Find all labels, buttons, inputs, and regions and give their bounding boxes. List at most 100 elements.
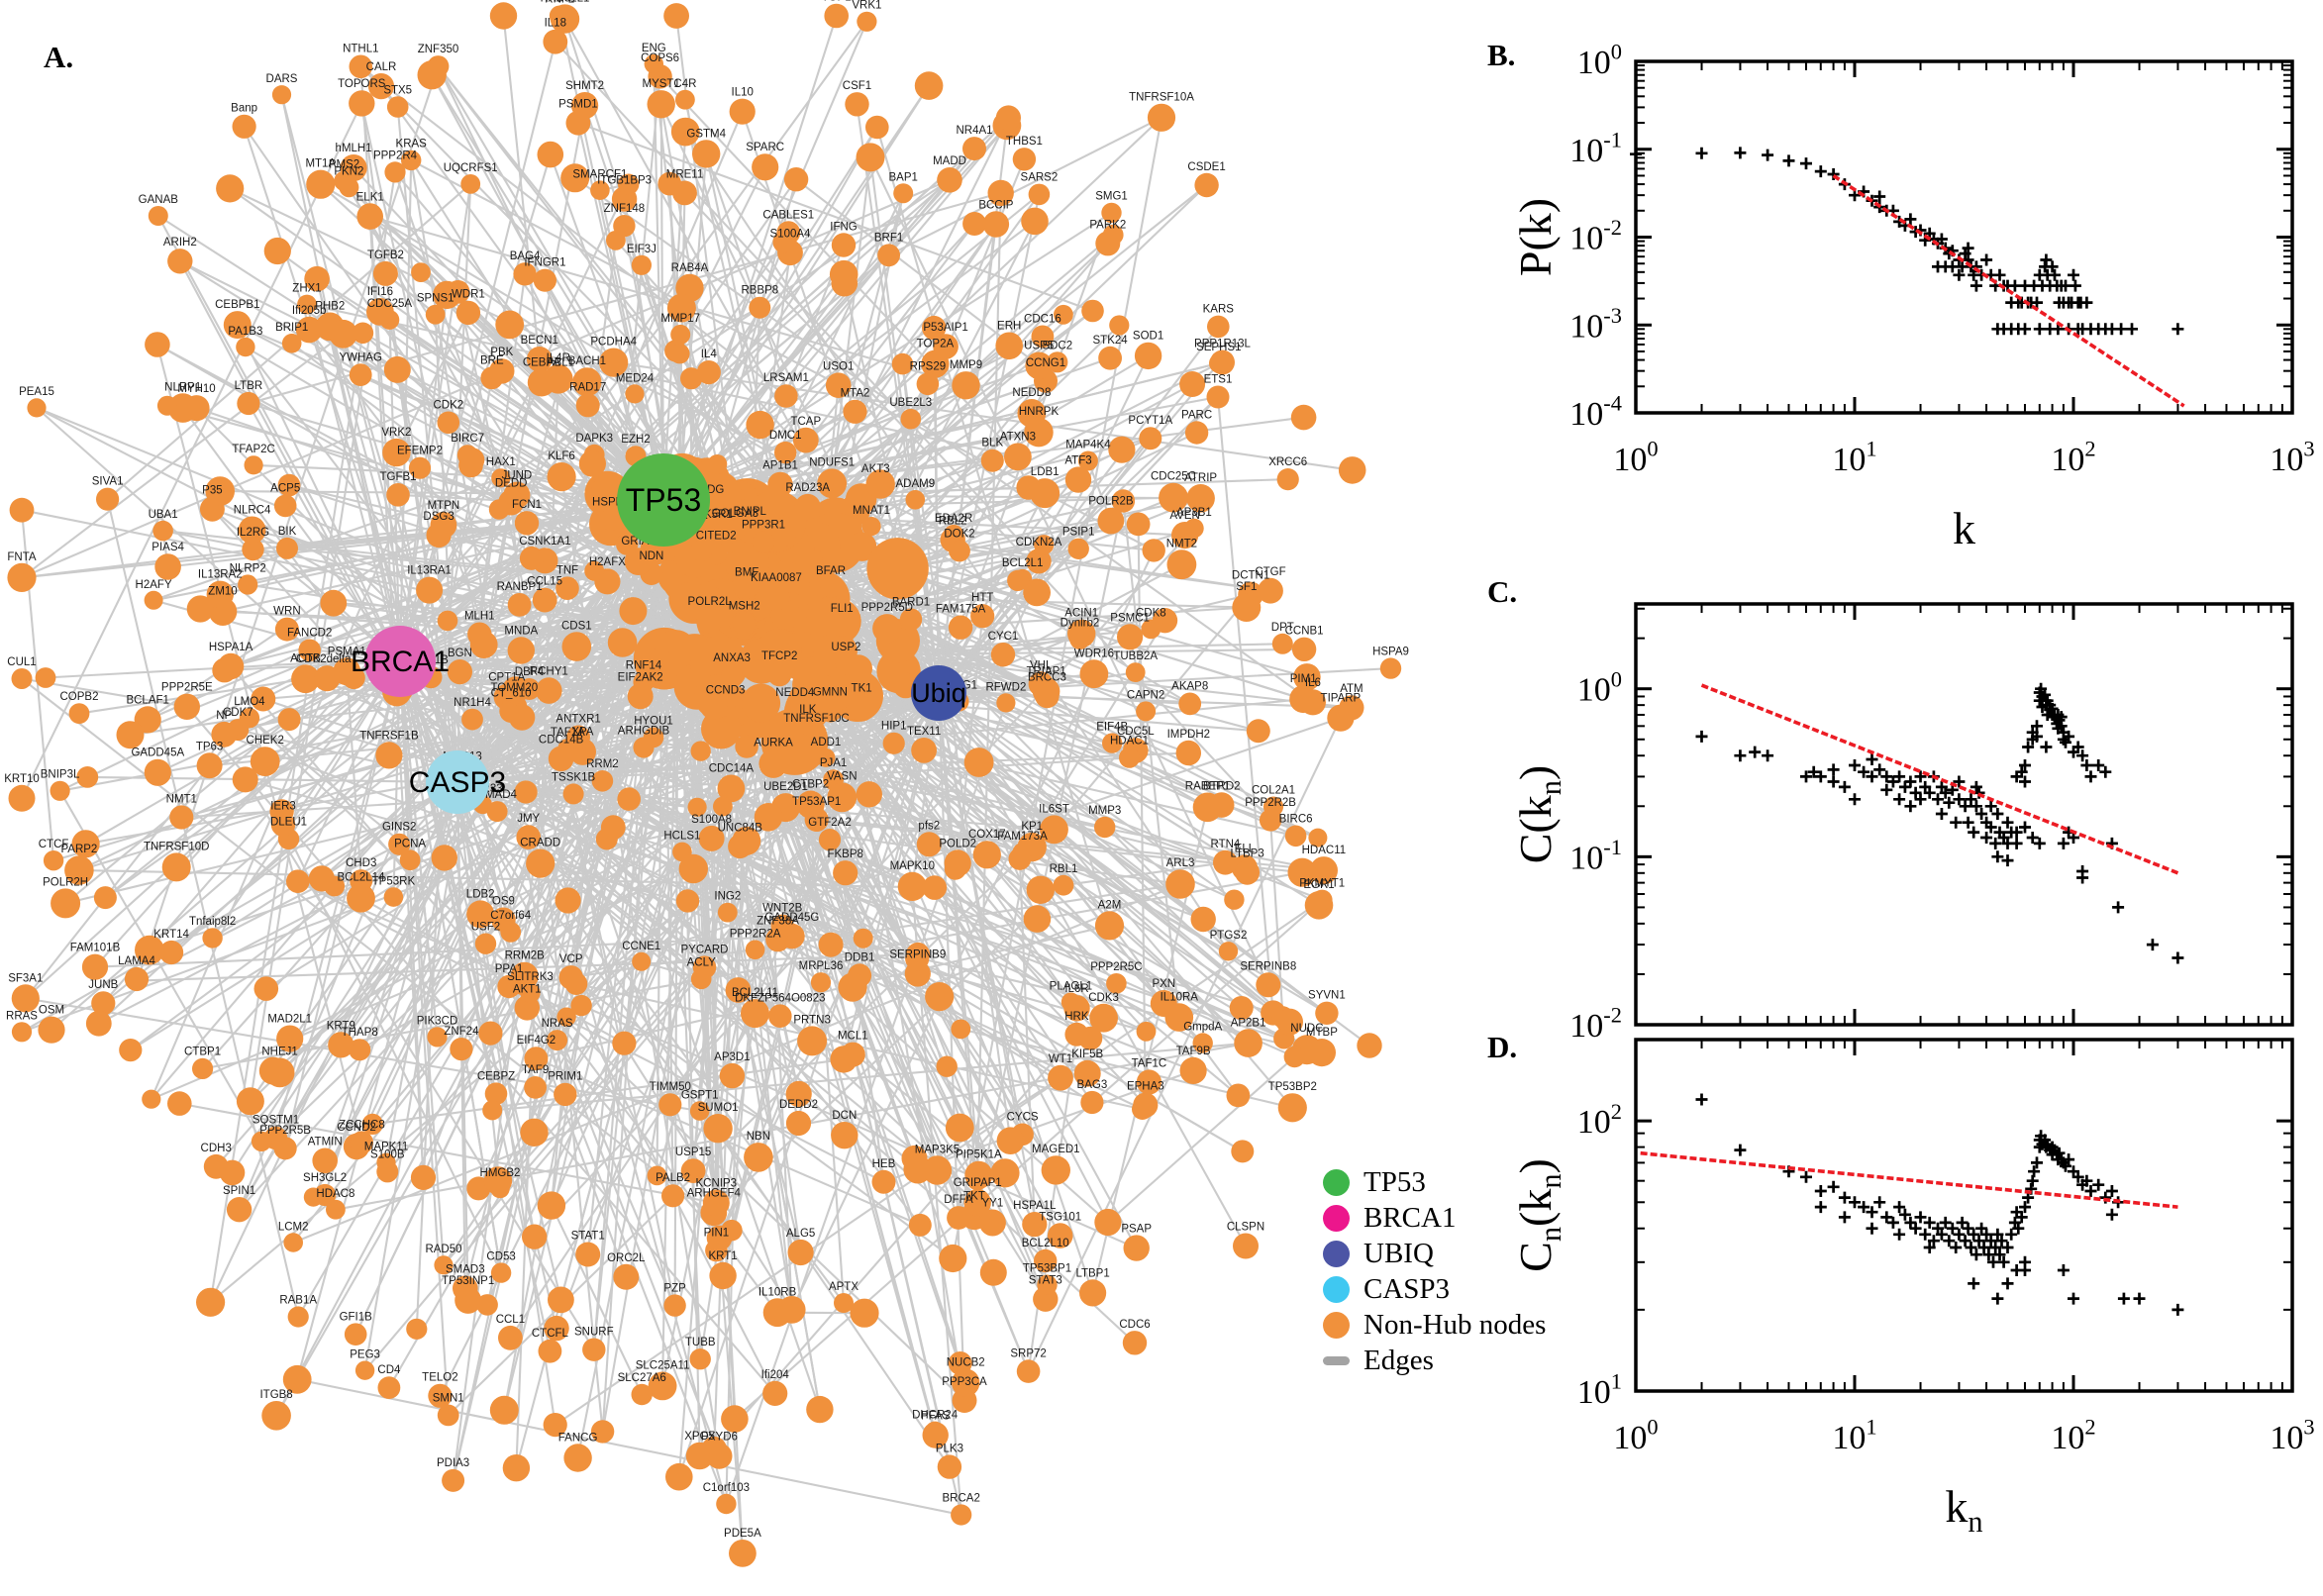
svg-text:BIK: BIK xyxy=(278,526,297,538)
svg-text:VHL: VHL xyxy=(1030,659,1053,671)
svg-text:CDK8: CDK8 xyxy=(1136,608,1166,620)
panel-d-label: D. xyxy=(1487,1030,1518,1064)
svg-text:ATRIP: ATRIP xyxy=(1184,472,1217,484)
svg-text:KARS: KARS xyxy=(1203,304,1235,316)
svg-text:PHB2: PHB2 xyxy=(315,301,345,313)
network-node xyxy=(774,441,797,464)
svg-text:kn: kn xyxy=(1945,1481,1982,1539)
network-node xyxy=(1047,351,1068,373)
svg-text:PPP3CA: PPP3CA xyxy=(942,1376,987,1388)
svg-text:CEBPB1: CEBPB1 xyxy=(215,299,259,311)
network-node xyxy=(1048,1064,1073,1091)
axis-ticks xyxy=(1634,59,2294,415)
network-node xyxy=(1276,1008,1303,1036)
node-swatch-icon xyxy=(1323,1168,1350,1196)
scatter-points xyxy=(1695,1093,2184,1316)
svg-text:LDB1: LDB1 xyxy=(1031,466,1060,478)
network-node xyxy=(401,150,422,171)
chart-B: 100 101 102 103 100 10-1 10-2 10-3 10-4 k P(k) xyxy=(1510,40,2315,553)
svg-text:CSNK1A1: CSNK1A1 xyxy=(519,536,570,548)
network-node xyxy=(486,801,508,823)
network-node xyxy=(816,748,836,767)
network-node xyxy=(987,179,1014,207)
svg-text:MAPK11: MAPK11 xyxy=(364,1142,409,1153)
svg-text:NDUFS1: NDUFS1 xyxy=(809,456,855,468)
network-node xyxy=(925,1421,945,1442)
network-node xyxy=(491,907,516,933)
network-node xyxy=(937,167,962,193)
svg-text:RFWD2: RFWD2 xyxy=(985,681,1026,693)
network-node xyxy=(963,1189,991,1217)
svg-text:SMN1: SMN1 xyxy=(433,1393,464,1405)
network-node xyxy=(584,560,605,581)
svg-text:CCND2: CCND2 xyxy=(337,1122,376,1134)
svg-text:COPB2: COPB2 xyxy=(60,691,99,703)
svg-text:RAD23A: RAD23A xyxy=(785,482,830,494)
network-node xyxy=(1102,224,1124,246)
hub-node-casp3 xyxy=(426,750,489,814)
svg-text:CDC14A: CDC14A xyxy=(709,763,755,775)
svg-text:CTCF: CTCF xyxy=(39,839,69,850)
svg-text:PBK: PBK xyxy=(490,347,513,358)
network-node xyxy=(1338,456,1366,484)
network-node xyxy=(291,664,320,694)
svg-text:HDAC11: HDAC11 xyxy=(1302,845,1347,856)
network-node xyxy=(979,1258,1007,1286)
svg-text:NTHL1: NTHL1 xyxy=(343,44,378,55)
svg-text:CAPN2: CAPN2 xyxy=(1127,690,1164,702)
svg-text:IL4: IL4 xyxy=(701,349,718,360)
network-node xyxy=(774,384,798,408)
network-node xyxy=(489,358,515,384)
network-node xyxy=(952,1368,980,1397)
network-node xyxy=(1194,172,1219,198)
svg-text:ABL1: ABL1 xyxy=(547,356,574,368)
network-node xyxy=(831,233,857,257)
network-node xyxy=(827,782,858,813)
svg-text:WT1: WT1 xyxy=(1049,1053,1072,1065)
svg-text:BACH1: BACH1 xyxy=(568,355,606,367)
svg-text:TP53BP1: TP53BP1 xyxy=(1023,1263,1071,1275)
svg-text:USP5: USP5 xyxy=(1024,340,1054,351)
svg-text:PPP2R2A: PPP2R2A xyxy=(730,929,781,941)
network-node xyxy=(388,833,411,855)
svg-text:CT_610: CT_610 xyxy=(491,687,532,699)
svg-text:ZM10: ZM10 xyxy=(208,585,237,597)
network-node xyxy=(825,372,852,399)
svg-text:10-2: 10-2 xyxy=(1569,215,1622,256)
network-node xyxy=(144,590,163,610)
svg-text:SIVA1: SIVA1 xyxy=(92,476,124,488)
network-node xyxy=(725,977,752,1003)
network-node xyxy=(91,991,116,1016)
svg-text:H2AFY: H2AFY xyxy=(136,579,172,591)
network-node xyxy=(834,1293,854,1313)
svg-text:C7orf64: C7orf64 xyxy=(490,910,532,922)
svg-text:NEDD8: NEDD8 xyxy=(1012,387,1051,399)
network-node xyxy=(865,115,889,140)
hub-node-ubiq xyxy=(911,665,966,721)
network-node xyxy=(35,667,56,688)
network-node xyxy=(1054,304,1073,325)
network-node xyxy=(342,666,365,690)
network-node xyxy=(1094,911,1125,941)
svg-text:RNF14: RNF14 xyxy=(626,659,662,671)
network-node xyxy=(911,738,937,763)
network-node xyxy=(564,972,588,995)
svg-text:RCHY1: RCHY1 xyxy=(530,665,568,677)
network-node xyxy=(972,841,1001,869)
legend-item-edges: Edges xyxy=(1323,1343,1546,1378)
network-node xyxy=(411,262,431,282)
svg-text:PFAS: PFAS xyxy=(921,1410,951,1422)
svg-text:PPA1: PPA1 xyxy=(495,963,524,975)
network-node xyxy=(758,748,788,778)
network-node xyxy=(749,296,771,319)
network-node xyxy=(1109,315,1130,336)
svg-text:ETS1: ETS1 xyxy=(1204,374,1233,386)
network-node xyxy=(648,1371,677,1401)
network-node xyxy=(951,1019,971,1040)
network-node xyxy=(633,737,655,758)
svg-text:RPS29: RPS29 xyxy=(910,361,946,373)
svg-text:BAP1: BAP1 xyxy=(888,171,917,183)
svg-text:PPP2R5D: PPP2R5D xyxy=(861,602,913,614)
svg-text:VASN: VASN xyxy=(827,770,857,782)
network-node xyxy=(689,1348,711,1370)
